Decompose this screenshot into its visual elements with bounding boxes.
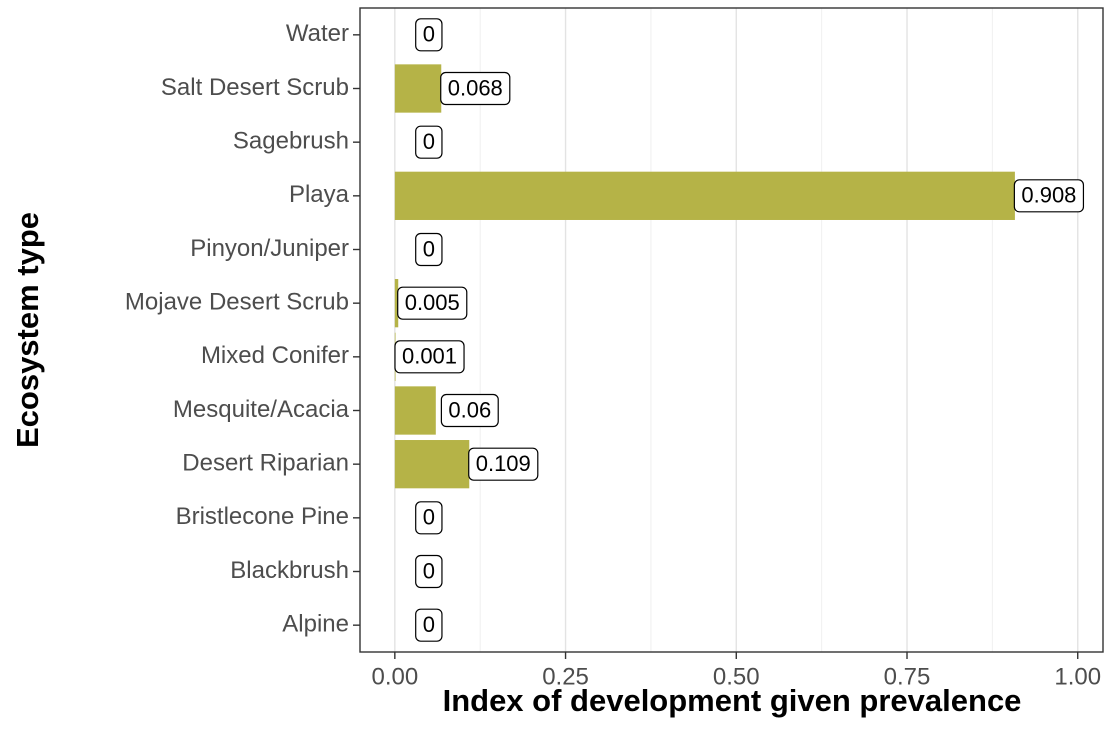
panel-background [360,8,1103,652]
data-label: 0.109 [468,447,539,481]
data-label-box [397,286,468,320]
y-tick-label: Mesquite/Acacia [173,396,350,423]
data-label: 0.068 [440,71,511,106]
data-label: 0.001 [394,340,465,374]
data-label: 0.06 [440,393,499,428]
data-label-text: 0.005 [405,290,460,315]
data-label-text: 0.068 [448,75,503,100]
bar [394,440,470,489]
y-tick-label: Playa [289,181,350,208]
panel-border [359,7,1104,653]
data-label: 0.005 [397,286,468,320]
data-label-text: 0 [423,558,435,583]
data-label-box [415,232,443,267]
data-label: 0 [415,125,443,159]
x-tick-label: 0.25 [542,663,589,690]
x-tick-label: 1.00 [1054,663,1101,690]
y-axis-title: Ecosystem type [10,212,45,448]
y-tick-label: Salt Desert Scrub [161,74,349,101]
data-label-box [415,608,443,642]
x-tick-label: 0.75 [884,663,931,690]
x-tick-label: 0.50 [713,663,760,690]
y-tick-label: Mojave Desert Scrub [125,289,349,316]
y-tick-label: Water [286,20,349,47]
data-label-text: 0 [423,505,435,530]
data-label: 0 [415,18,443,52]
data-label-box [440,393,499,428]
data-label-box [415,501,443,535]
x-tick-label: 0.00 [371,663,418,690]
y-tick-label: Mixed Conifer [201,342,349,369]
data-label-box [468,447,539,481]
data-label-text: 0.06 [448,397,491,422]
data-label-box [1013,179,1085,213]
data-label-box [415,125,443,159]
data-label-text: 0 [423,612,435,637]
bar [394,171,1015,220]
data-label-text: 0 [423,236,435,261]
y-tick-label: Sagebrush [233,128,349,155]
data-label-box [394,340,465,374]
x-axis-title: Index of development given prevalence [443,683,1022,718]
data-label: 0 [415,501,443,535]
y-tick-label: Blackbrush [230,557,349,584]
data-label-text: 0 [423,129,435,154]
y-tick-label: Bristlecone Pine [176,503,349,530]
data-label: 0 [415,554,443,589]
data-label-text: 0.109 [476,451,531,476]
y-tick-label: Desert Riparian [182,450,349,477]
data-label: 0 [415,232,443,267]
data-label-text: 0.001 [402,344,457,369]
y-tick-label: Pinyon/Juniper [190,235,349,262]
data-label-box [415,18,443,52]
bar [394,64,442,113]
data-label-text: 0.908 [1021,183,1076,208]
data-label: 0.908 [1013,179,1085,213]
data-label-text: 0 [423,22,435,47]
bar [394,279,399,328]
bar [394,386,436,435]
data-label-box [440,71,511,106]
y-tick-label: Alpine [282,611,349,638]
data-label-box [415,554,443,589]
data-label: 0 [415,608,443,642]
